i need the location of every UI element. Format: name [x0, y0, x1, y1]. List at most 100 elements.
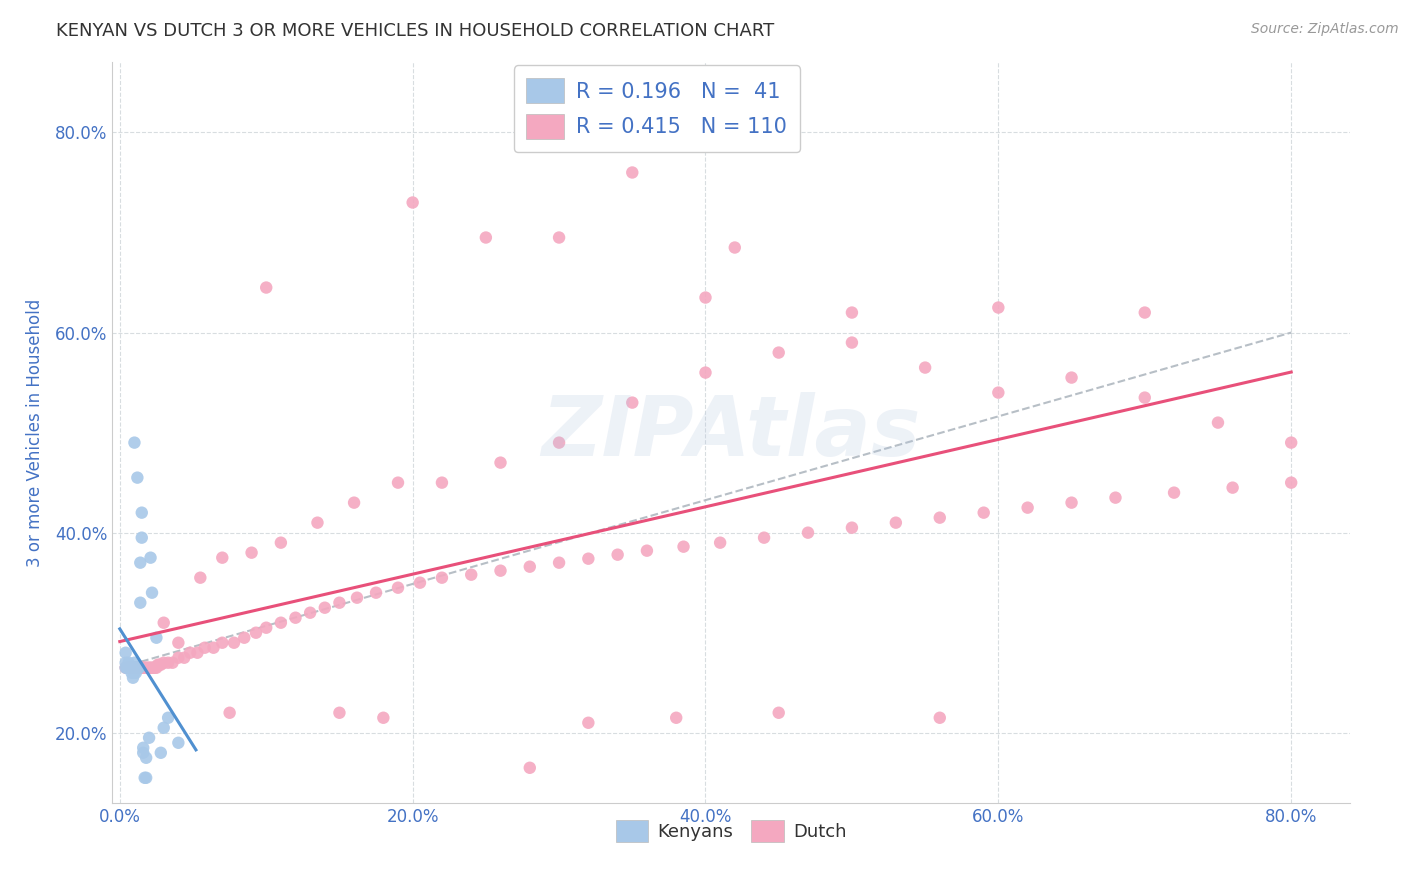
- Point: [430, 475, 453, 490]
- Point: [132, 661, 155, 675]
- Point: [884, 516, 907, 530]
- Point: [134, 661, 156, 675]
- Point: [328, 596, 350, 610]
- Point: [841, 305, 863, 319]
- Point: [167, 736, 190, 750]
- Point: [127, 661, 149, 675]
- Point: [709, 535, 731, 549]
- Point: [121, 665, 143, 680]
- Point: [122, 661, 145, 675]
- Point: [146, 657, 169, 672]
- Point: [1017, 500, 1039, 515]
- Point: [121, 661, 143, 675]
- Point: [134, 771, 156, 785]
- Point: [211, 550, 233, 565]
- Point: [138, 661, 160, 675]
- Point: [768, 706, 790, 720]
- Point: [157, 656, 180, 670]
- Point: [129, 661, 152, 675]
- Point: [387, 581, 409, 595]
- Point: [124, 656, 146, 670]
- Point: [606, 548, 628, 562]
- Point: [1133, 391, 1156, 405]
- Point: [128, 661, 150, 675]
- Point: [114, 646, 136, 660]
- Point: [115, 661, 138, 675]
- Point: [139, 550, 162, 565]
- Point: [695, 366, 717, 380]
- Point: [519, 559, 541, 574]
- Point: [124, 665, 146, 680]
- Point: [1060, 496, 1083, 510]
- Point: [115, 661, 138, 675]
- Point: [152, 656, 174, 670]
- Point: [987, 301, 1010, 315]
- Point: [401, 195, 423, 210]
- Point: [124, 661, 146, 675]
- Point: [576, 715, 599, 730]
- Point: [121, 661, 143, 675]
- Point: [1163, 485, 1185, 500]
- Point: [117, 661, 139, 675]
- Point: [117, 661, 139, 675]
- Point: [127, 661, 149, 675]
- Point: [122, 664, 145, 678]
- Point: [621, 165, 644, 179]
- Point: [430, 571, 453, 585]
- Point: [136, 661, 159, 675]
- Point: [218, 706, 240, 720]
- Point: [125, 665, 148, 680]
- Point: [179, 646, 201, 660]
- Point: [125, 661, 148, 675]
- Point: [167, 650, 190, 665]
- Point: [299, 606, 322, 620]
- Point: [138, 731, 160, 745]
- Point: [173, 650, 195, 665]
- Point: [118, 661, 141, 675]
- Point: [240, 546, 263, 560]
- Point: [131, 531, 153, 545]
- Point: [118, 661, 141, 675]
- Point: [152, 721, 174, 735]
- Point: [254, 621, 277, 635]
- Point: [129, 596, 152, 610]
- Point: [122, 671, 145, 685]
- Point: [387, 475, 409, 490]
- Point: [127, 661, 149, 675]
- Point: [548, 435, 571, 450]
- Point: [489, 564, 512, 578]
- Point: [149, 657, 172, 672]
- Point: [135, 771, 157, 785]
- Point: [576, 551, 599, 566]
- Point: [328, 706, 350, 720]
- Point: [135, 661, 157, 675]
- Point: [128, 661, 150, 675]
- Point: [141, 661, 163, 675]
- Point: [167, 636, 190, 650]
- Point: [152, 615, 174, 630]
- Point: [724, 240, 747, 254]
- Point: [115, 661, 138, 675]
- Point: [128, 661, 150, 675]
- Point: [139, 661, 162, 675]
- Point: [114, 661, 136, 675]
- Point: [245, 625, 267, 640]
- Point: [211, 636, 233, 650]
- Point: [222, 636, 245, 650]
- Point: [695, 291, 717, 305]
- Point: [768, 345, 790, 359]
- Point: [987, 385, 1010, 400]
- Point: [132, 746, 155, 760]
- Point: [254, 280, 277, 294]
- Point: [797, 525, 820, 540]
- Point: [186, 646, 208, 660]
- Point: [202, 640, 225, 655]
- Point: [1279, 475, 1302, 490]
- Point: [1104, 491, 1126, 505]
- Point: [1222, 481, 1244, 495]
- Point: [841, 335, 863, 350]
- Point: [1279, 435, 1302, 450]
- Point: [157, 711, 180, 725]
- Text: ZIPAtlas: ZIPAtlas: [541, 392, 921, 473]
- Point: [131, 661, 153, 675]
